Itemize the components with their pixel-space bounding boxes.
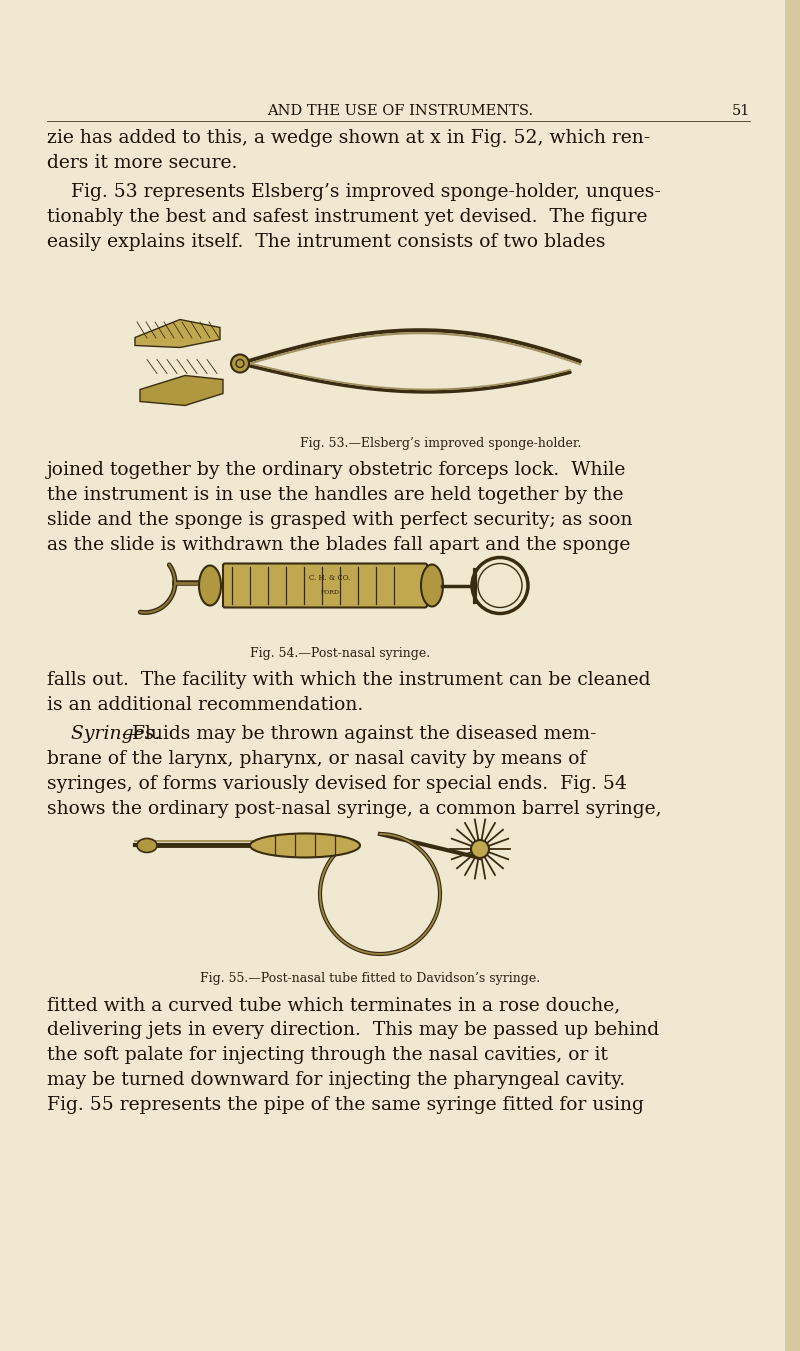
Text: Fig. 54.—Post-nasal syringe.: Fig. 54.—Post-nasal syringe. <box>250 647 430 661</box>
Bar <box>785 0 800 1351</box>
Text: tionably the best and safest instrument yet devised.  The figure: tionably the best and safest instrument … <box>47 208 647 226</box>
Polygon shape <box>140 376 223 405</box>
Text: syringes, of forms variously devised for special ends.  Fig. 54: syringes, of forms variously devised for… <box>47 775 627 793</box>
Text: C. H. & CO.: C. H. & CO. <box>310 574 350 581</box>
Circle shape <box>231 354 249 373</box>
Text: easily explains itself.  The intrument consists of two blades: easily explains itself. The intrument co… <box>47 232 606 251</box>
Text: FORD: FORD <box>321 590 339 594</box>
FancyBboxPatch shape <box>223 563 427 608</box>
Text: the instrument is in use the handles are held together by the: the instrument is in use the handles are… <box>47 486 623 504</box>
Text: is an additional recommendation.: is an additional recommendation. <box>47 696 363 713</box>
Text: Fluids may be thrown against the diseased mem-: Fluids may be thrown against the disease… <box>132 725 597 743</box>
Ellipse shape <box>137 839 157 852</box>
Text: AND THE USE OF INSTRUMENTS.: AND THE USE OF INSTRUMENTS. <box>267 104 533 118</box>
Text: may be turned downward for injecting the pharyngeal cavity.: may be turned downward for injecting the… <box>47 1071 625 1089</box>
Text: joined together by the ordinary obstetric forceps lock.  While: joined together by the ordinary obstetri… <box>47 461 626 480</box>
Text: ders it more secure.: ders it more secure. <box>47 154 238 172</box>
Text: shows the ordinary post-nasal syringe, a common barrel syringe,: shows the ordinary post-nasal syringe, a… <box>47 800 662 817</box>
Ellipse shape <box>199 566 221 605</box>
Circle shape <box>471 840 489 858</box>
Text: —: — <box>121 725 140 743</box>
Text: as the slide is withdrawn the blades fall apart and the sponge: as the slide is withdrawn the blades fal… <box>47 536 630 554</box>
Text: fitted with a curved tube which terminates in a rose douche,: fitted with a curved tube which terminat… <box>47 996 620 1015</box>
Text: Syringes.: Syringes. <box>47 725 160 743</box>
Text: Fig. 53.—Elsberg’s improved sponge-holder.: Fig. 53.—Elsberg’s improved sponge-holde… <box>300 436 582 450</box>
Ellipse shape <box>421 565 443 607</box>
Text: Fig. 53 represents Elsberg’s improved sponge-holder, unques-: Fig. 53 represents Elsberg’s improved sp… <box>47 182 661 201</box>
Text: Fig. 55 represents the pipe of the same syringe fitted for using: Fig. 55 represents the pipe of the same … <box>47 1096 644 1115</box>
Text: slide and the sponge is grasped with perfect security; as soon: slide and the sponge is grasped with per… <box>47 511 633 530</box>
Text: brane of the larynx, pharynx, or nasal cavity by means of: brane of the larynx, pharynx, or nasal c… <box>47 750 586 767</box>
Text: delivering jets in every direction.  This may be passed up behind: delivering jets in every direction. This… <box>47 1021 659 1039</box>
Text: Fig. 55.—Post-nasal tube fitted to Davidson’s syringe.: Fig. 55.—Post-nasal tube fitted to David… <box>200 971 540 985</box>
Text: zie has added to this, a wedge shown at x in Fig. 52, which ren-: zie has added to this, a wedge shown at … <box>47 128 650 147</box>
Ellipse shape <box>250 834 360 858</box>
Polygon shape <box>135 319 220 347</box>
Text: 51: 51 <box>732 104 750 118</box>
Text: falls out.  The facility with which the instrument can be cleaned: falls out. The facility with which the i… <box>47 671 650 689</box>
Text: the soft palate for injecting through the nasal cavities, or it: the soft palate for injecting through th… <box>47 1046 608 1065</box>
